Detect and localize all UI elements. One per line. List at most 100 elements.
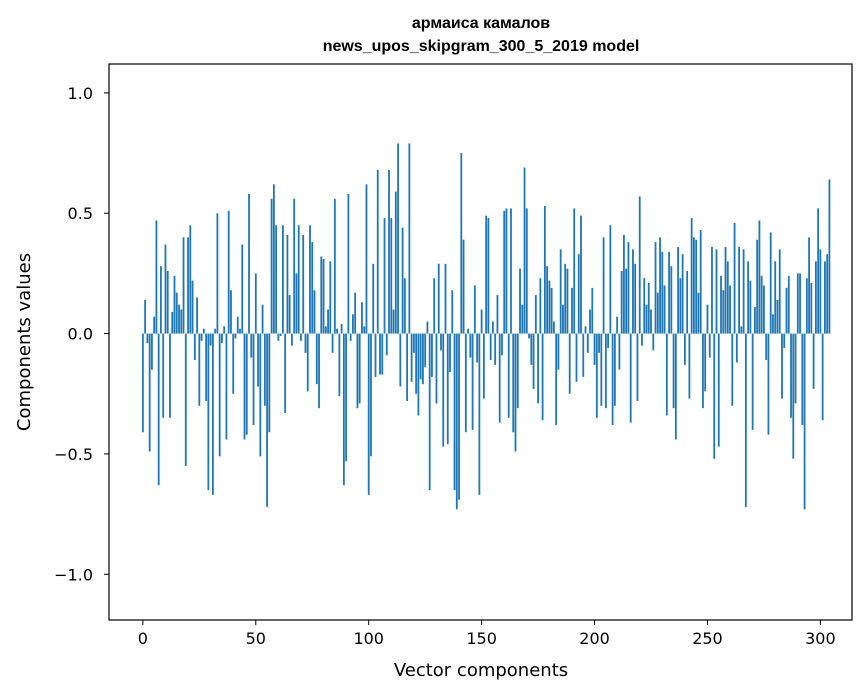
- bar: [324, 326, 327, 334]
- bar: [340, 323, 343, 334]
- bar: [232, 333, 235, 394]
- bar: [521, 304, 524, 334]
- bar: [313, 290, 316, 334]
- bar: [600, 333, 603, 406]
- bar: [510, 208, 512, 334]
- bar: [446, 333, 449, 445]
- bar: [327, 309, 329, 334]
- bar: [243, 333, 246, 440]
- bar: [385, 333, 388, 356]
- bar: [200, 333, 203, 341]
- bar: [645, 304, 648, 334]
- bar: [613, 333, 616, 406]
- bar: [523, 167, 526, 334]
- bar: [399, 333, 402, 387]
- bar: [539, 278, 542, 334]
- bar: [699, 230, 702, 334]
- bar: [695, 239, 698, 334]
- bar: [487, 218, 490, 334]
- bar: [507, 333, 510, 418]
- bar: [148, 333, 151, 452]
- bar: [322, 258, 325, 334]
- bar: [431, 333, 433, 377]
- bar: [704, 333, 707, 392]
- bar: [720, 275, 722, 334]
- bar: [428, 333, 431, 491]
- bar: [442, 333, 445, 447]
- bar: [178, 304, 180, 334]
- bar: [593, 333, 596, 365]
- bar: [546, 266, 549, 334]
- bar: [819, 249, 822, 334]
- bar: [160, 266, 162, 334]
- bar: [672, 333, 675, 409]
- bar: [365, 184, 368, 334]
- bar: [437, 263, 440, 334]
- bar: [234, 333, 237, 339]
- bar: [248, 193, 250, 334]
- bar: [528, 333, 530, 339]
- bar: [288, 295, 291, 334]
- bar: [826, 254, 829, 334]
- bar: [790, 333, 792, 418]
- bar: [279, 333, 282, 336]
- bar: [623, 234, 625, 334]
- bar: [564, 263, 567, 334]
- bar: [424, 333, 427, 368]
- bar: [525, 208, 528, 334]
- bar: [681, 254, 684, 334]
- bar: [733, 222, 736, 334]
- bar: [663, 285, 666, 334]
- bar: [440, 333, 442, 351]
- bar: [537, 333, 539, 404]
- bar: [293, 198, 296, 334]
- bar: [205, 333, 208, 401]
- bar: [275, 225, 278, 334]
- bar: [643, 278, 646, 334]
- bar: [284, 333, 287, 414]
- bar: [670, 266, 673, 334]
- bar: [302, 234, 305, 334]
- bar-series: [141, 143, 831, 510]
- bar: [715, 249, 718, 334]
- bar: [435, 333, 438, 404]
- bar: [336, 328, 338, 334]
- bar: [756, 239, 759, 334]
- bar: [690, 218, 693, 334]
- bar: [543, 206, 546, 334]
- bar: [501, 333, 503, 356]
- plot-frame: [108, 63, 853, 621]
- bar: [455, 333, 458, 510]
- bar: [776, 299, 779, 334]
- bar: [198, 333, 201, 406]
- bar: [318, 333, 320, 409]
- bar: [191, 280, 194, 334]
- bar: [171, 311, 174, 334]
- bar: [821, 333, 824, 421]
- bar: [347, 193, 350, 334]
- bar: [711, 246, 713, 334]
- bar: [406, 333, 409, 401]
- bar: [749, 280, 752, 334]
- bar: [230, 290, 232, 334]
- bar: [568, 333, 571, 394]
- x-tick-label: 300: [805, 629, 836, 648]
- bar: [462, 239, 465, 334]
- bar: [207, 333, 210, 491]
- bar: [320, 256, 323, 334]
- bar: [370, 333, 372, 457]
- bar: [652, 333, 655, 351]
- bar: [706, 304, 709, 334]
- bar: [641, 333, 643, 346]
- bar: [726, 261, 729, 334]
- bar: [530, 333, 533, 365]
- bar: [216, 213, 219, 334]
- bar: [688, 333, 691, 399]
- bar: [758, 220, 761, 334]
- bar: [277, 333, 280, 341]
- bar: [772, 314, 774, 334]
- bar: [419, 333, 422, 380]
- bar: [482, 333, 485, 399]
- bar: [372, 263, 375, 334]
